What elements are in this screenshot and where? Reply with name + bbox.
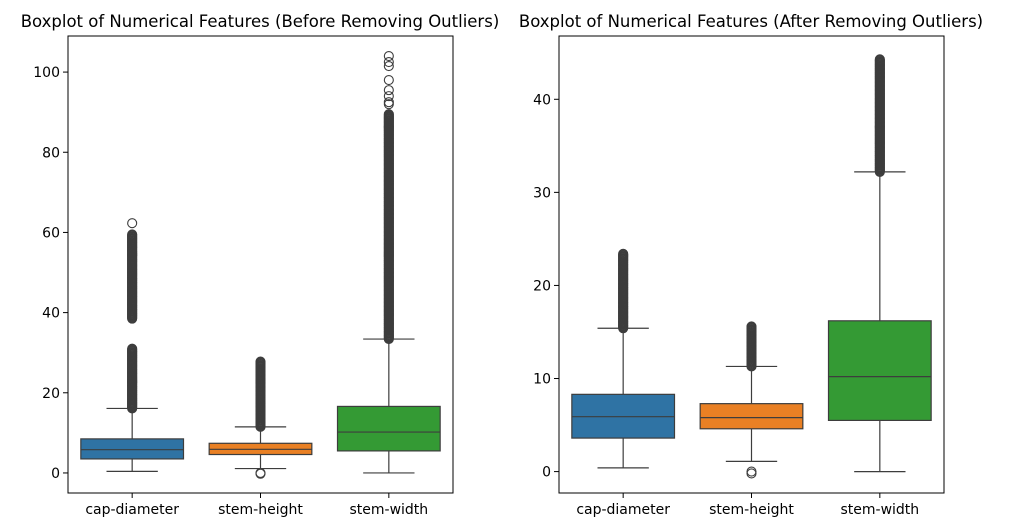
box-stem-width [827, 54, 932, 473]
y-tick-label: 20 [42, 386, 60, 402]
outlier-point [383, 57, 394, 68]
outlier-point [383, 91, 394, 102]
outlier-point [127, 343, 138, 354]
y-tick-label: 40 [42, 306, 60, 322]
box-cap-diameter [571, 248, 676, 469]
chart-title-after: Boxplot of Numerical Features (After Rem… [519, 12, 983, 31]
outlier-point [383, 97, 394, 108]
outlier-point [874, 54, 885, 65]
iqr-box [80, 438, 185, 460]
y-tick-label: 0 [51, 466, 60, 482]
y-tick-label: 30 [533, 185, 551, 201]
y-tick-label: 80 [42, 145, 60, 161]
box-stem-height [208, 356, 313, 479]
chart-title-before: Boxplot of Numerical Features (Before Re… [21, 12, 500, 31]
box-cap-diameter [80, 218, 185, 472]
outlier-point [383, 50, 394, 62]
box-stem-height [699, 321, 804, 479]
x-tick-label: stem-height [709, 502, 794, 518]
y-tick-label: 60 [42, 225, 60, 241]
x-tick-label: stem-width [840, 502, 919, 518]
outlier-point [127, 218, 138, 229]
outlier-point [618, 248, 629, 259]
outlier-point [383, 109, 394, 120]
iqr-box [699, 403, 804, 430]
panel-before: Boxplot of Numerical Features (Before Re… [21, 12, 500, 518]
outlier-point [255, 468, 266, 479]
outlier-point [746, 468, 757, 479]
outlier-point [383, 85, 394, 96]
outlier-point [127, 229, 138, 240]
iqr-box [827, 320, 932, 422]
axes-frame [67, 35, 454, 494]
y-tick-label: 10 [533, 372, 551, 388]
x-tick-label: cap-diameter [576, 502, 670, 518]
box-stem-width [336, 50, 441, 474]
x-tick-label: stem-height [218, 502, 303, 518]
y-tick-label: 100 [33, 65, 60, 81]
y-tick-label: 20 [533, 278, 551, 294]
y-tick-label: 0 [542, 465, 551, 481]
outlier-point [383, 75, 394, 86]
iqr-box [336, 405, 441, 452]
panel-after: Boxplot of Numerical Features (After Rem… [519, 12, 983, 518]
x-tick-label: stem-width [349, 502, 428, 518]
outlier-point [383, 61, 394, 72]
y-tick-label: 40 [533, 92, 551, 108]
outlier-point [255, 356, 266, 367]
outlier-point [746, 321, 757, 332]
axes-frame [558, 35, 945, 494]
x-tick-label: cap-diameter [85, 502, 179, 518]
